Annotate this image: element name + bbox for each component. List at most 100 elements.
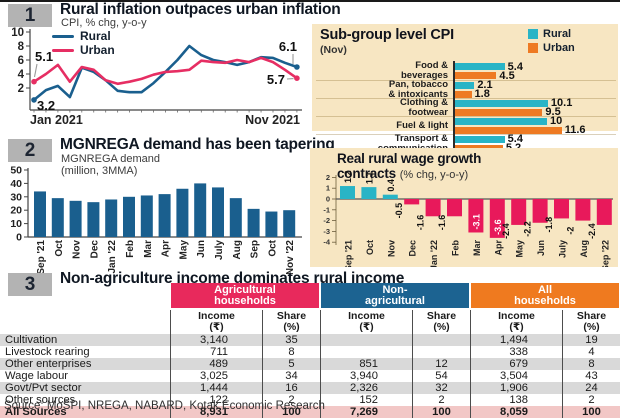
y-tick-label: 2 <box>326 173 330 182</box>
table-subheader-cell: Share (%) <box>262 310 320 334</box>
x-tick-label: Jun <box>536 240 546 256</box>
mgnrega-bar <box>105 199 117 237</box>
table-header-spacer <box>0 283 170 310</box>
wage-panel: Real rural wage growth contracts (% chg,… <box>310 148 618 267</box>
y-tick-label: 6 <box>18 55 24 67</box>
legend-urban: Urban <box>52 43 115 57</box>
callout-urban-end: 5.7 <box>267 72 285 87</box>
bar-value-label: -1.6 <box>416 215 426 231</box>
x-tick-label: Aug <box>232 240 243 259</box>
share-cell: 12 <box>412 358 470 370</box>
share-cell: 100 <box>412 406 470 418</box>
wage-bar <box>426 199 441 216</box>
data-point-dot <box>31 79 37 85</box>
row-label: Other enterprises <box>0 358 170 370</box>
wage-bar <box>447 199 462 216</box>
income-cell: 8,059 <box>470 406 562 418</box>
rural-bar <box>455 136 505 143</box>
y-tick-label: 20 <box>10 205 22 217</box>
bar-value-label: -0.5 <box>394 203 404 219</box>
x-tick-label: Jun <box>196 240 207 258</box>
table-group-header: Non- agricultural <box>321 283 469 308</box>
y-tick-label: -2 <box>323 216 330 225</box>
x-tick-label: Apr <box>493 240 503 256</box>
x-tick-label: Sep '22 <box>600 240 610 267</box>
y-tick-label: -1 <box>323 205 330 214</box>
share-cell: 43 <box>562 370 620 382</box>
x-tick-label: May <box>515 240 525 258</box>
mgnrega-bar <box>87 202 99 237</box>
table-subheader-cell: Income (₹) <box>320 310 412 334</box>
table-group-header: All households <box>471 283 619 308</box>
x-tick-label: Jan '22 <box>107 240 118 274</box>
share-cell: 8 <box>262 346 320 358</box>
table-subheader-cell: Income (₹) <box>170 310 262 334</box>
x-tick-label: Dec <box>408 240 418 257</box>
y-tick-label: 40 <box>10 178 22 190</box>
x-label-end: Nov 2021 <box>245 113 300 127</box>
urban-square-swatch <box>528 43 538 53</box>
share-cell: 19 <box>562 334 620 346</box>
share-cell: 32 <box>412 382 470 394</box>
mgnrega-bar <box>194 183 206 237</box>
urban-line-swatch <box>52 49 74 52</box>
y-tick-label: 30 <box>10 191 22 203</box>
income-cell: 1,494 <box>470 334 562 346</box>
share-cell: 24 <box>562 382 620 394</box>
x-tick-label: July <box>214 240 225 260</box>
x-tick-label: Sep <box>250 240 261 258</box>
rural-bar <box>455 100 548 107</box>
mgnrega-bar <box>52 198 64 237</box>
table-subheader-cell: Income (₹) <box>470 310 562 334</box>
y-tick-label: 8 <box>18 41 25 53</box>
mgnrega-bar <box>212 187 224 237</box>
income-cell: 489 <box>170 358 262 370</box>
y-tick-label: 10 <box>11 27 24 39</box>
rural-square-swatch <box>528 29 538 39</box>
table-subheader-spacer <box>0 310 170 334</box>
mgnrega-bar <box>283 210 295 237</box>
urban-line <box>34 58 297 84</box>
x-tick-label: May <box>178 240 189 260</box>
mgnrega-bar <box>123 197 135 237</box>
source-line: Source: MoSPI, NREGA, NABARD, Kotak Econ… <box>4 400 325 412</box>
table-subheader-cell: Share (%) <box>412 310 470 334</box>
bar-value-label: -2.2 <box>523 221 533 237</box>
x-tick-label: Nov '22 <box>285 240 296 274</box>
wage-bar <box>511 199 526 225</box>
subgroup-category-label: Food & beverages <box>316 61 453 81</box>
share-cell <box>412 346 470 358</box>
table-group-header: Agricultural households <box>171 283 319 308</box>
data-point-dot <box>294 64 300 70</box>
x-tick-label: Apr <box>161 240 172 257</box>
rural-bar <box>455 118 547 125</box>
subgroup-legend: Rural Urban <box>528 28 575 56</box>
y-tick-label: 0 <box>16 232 22 244</box>
bar-value-label: -3.1 <box>471 214 481 230</box>
x-tick-label: Oct <box>267 239 278 256</box>
bar-value-label: -2.4 <box>587 223 597 239</box>
subgroup-category-label: Fuel & light <box>316 121 453 131</box>
income-cell: 7,269 <box>320 406 412 418</box>
x-tick-label: Sep '21 <box>36 240 47 274</box>
share-cell: 35 <box>262 334 320 346</box>
income-cell: 3,940 <box>320 370 412 382</box>
data-point-dot <box>294 75 300 81</box>
bar-value-label: -1.8 <box>544 217 554 233</box>
wage-bar <box>340 186 355 199</box>
y-tick-label: -3 <box>323 227 330 236</box>
panel2-title: MGNREGA demand has been tapering <box>60 136 335 154</box>
callout-rural-start: 3.2 <box>37 98 55 113</box>
rural-bar <box>455 82 474 89</box>
legend-urban-label: Urban <box>80 43 115 57</box>
x-tick-label: Mar <box>472 240 482 257</box>
share-cell: 4 <box>562 346 620 358</box>
subgroup-category-label: Clothing & footwear <box>316 98 453 118</box>
